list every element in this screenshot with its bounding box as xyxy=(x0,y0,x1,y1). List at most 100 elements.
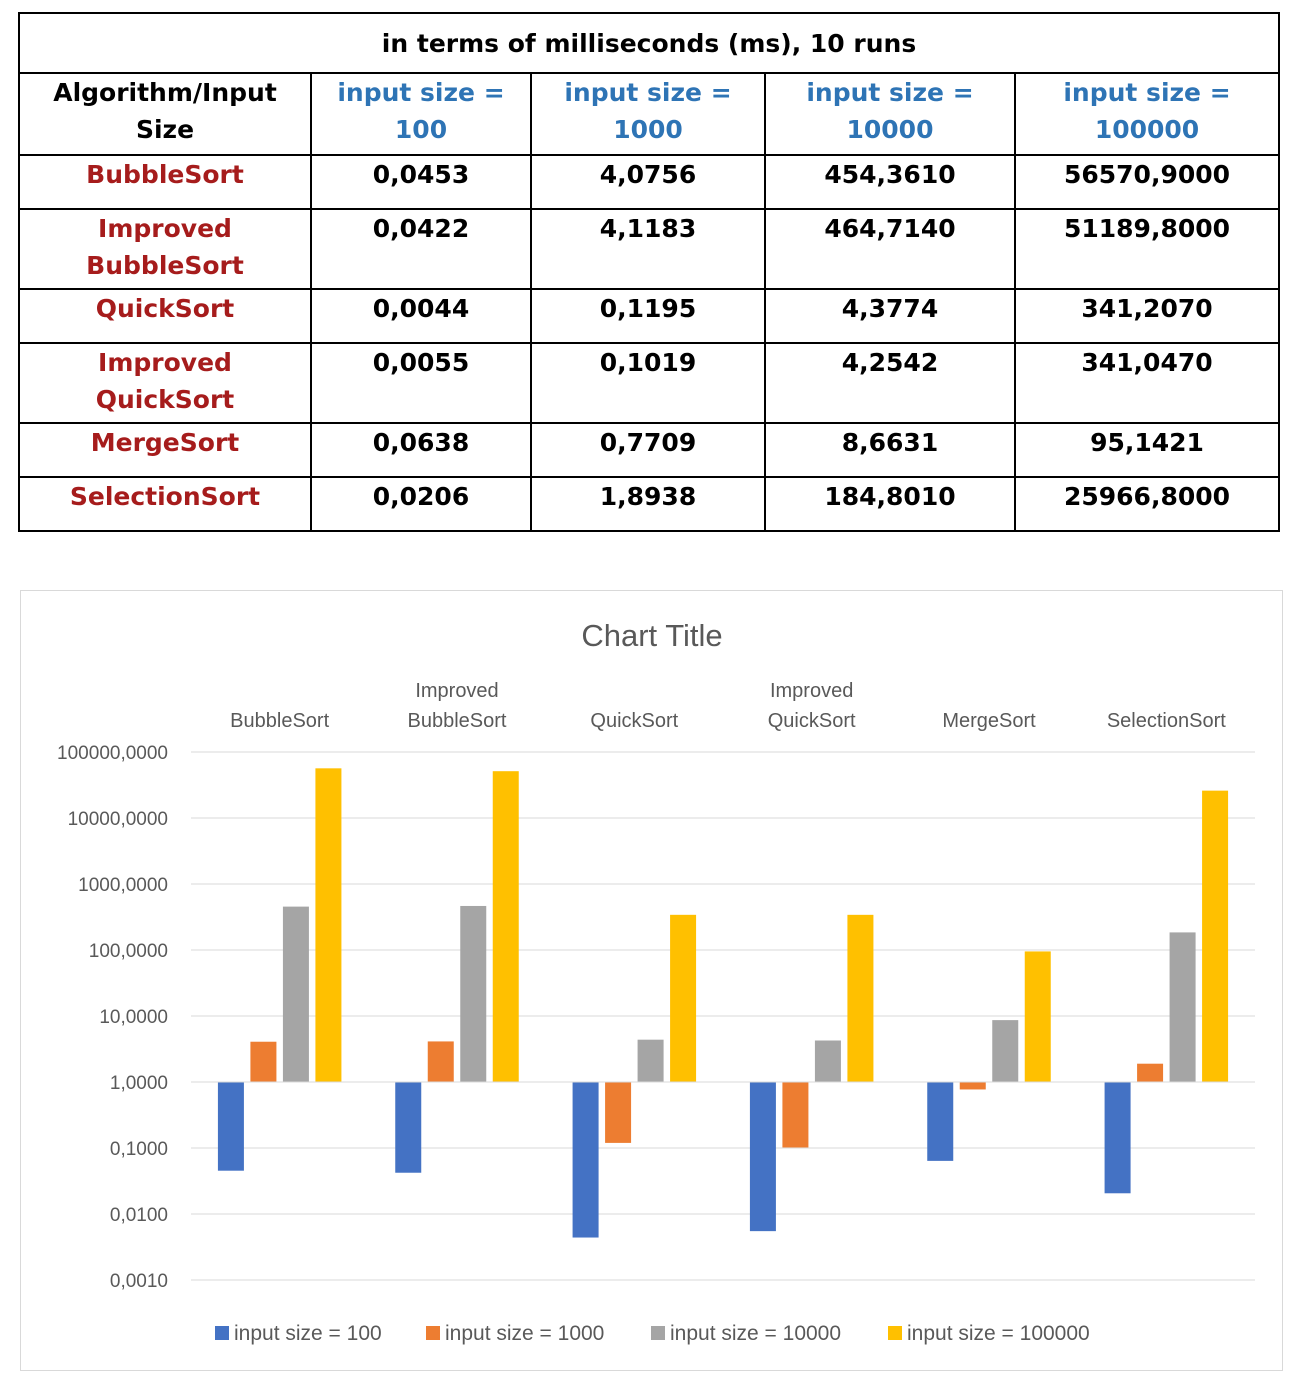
bar-2-0 xyxy=(282,906,309,1082)
legend-label: input size = 100000 xyxy=(907,1322,1090,1345)
bar-1-5 xyxy=(1137,1063,1164,1082)
header-input-size: input size = 100 xyxy=(310,72,532,156)
bar-2-4 xyxy=(992,1020,1019,1082)
time-value: 4,0756 xyxy=(530,154,766,210)
bar-1-1 xyxy=(427,1041,454,1082)
time-value: 1,8938 xyxy=(530,476,766,532)
bar-3-1 xyxy=(492,771,519,1082)
category-label: BubbleSort xyxy=(230,710,329,732)
bar-1-2 xyxy=(605,1082,632,1143)
bar-chart: Chart Title 100000,0000 10000,0000 1000,000… xyxy=(57,618,1255,1345)
table-caption: in terms of milliseconds (ms), 10 runs xyxy=(17,12,1281,74)
bar-3-3 xyxy=(847,914,874,1082)
bar-0-4 xyxy=(927,1082,954,1161)
bar-2-1 xyxy=(460,905,487,1082)
cell-line: MergeSort xyxy=(90,428,240,457)
cell-line: input size = xyxy=(1063,78,1231,107)
table-header-row: Algorithm/Input Size input size = 100 input … xyxy=(18,72,1281,156)
bar-3-0 xyxy=(315,768,342,1082)
time-value: 341,0470 xyxy=(1013,342,1281,424)
time-value: 0,0422 xyxy=(310,208,532,290)
legend-swatch xyxy=(888,1326,902,1340)
cell-line: 10000 xyxy=(846,115,934,144)
y-tick-label: 0,0010 xyxy=(110,1271,168,1292)
time-value: 184,8010 xyxy=(764,476,1016,532)
cell-line: input size = xyxy=(806,78,974,107)
algorithm-name: QuickSort xyxy=(18,288,312,344)
legend-swatch xyxy=(215,1326,229,1340)
time-value: 0,7709 xyxy=(530,422,766,478)
time-value: 0,0638 xyxy=(310,422,532,478)
cell-line: QuickSort xyxy=(95,294,235,323)
time-value: 4,1183 xyxy=(530,208,766,290)
cell-line: QuickSort xyxy=(95,385,235,414)
bar-2-3 xyxy=(814,1040,841,1082)
cell-line: input size = xyxy=(564,78,732,107)
category-label: BubbleSort xyxy=(408,710,507,732)
bar-0-0 xyxy=(217,1082,244,1171)
y-tick-label: 10000,0000 xyxy=(68,809,168,830)
header-input-size: input size = 100000 xyxy=(1013,72,1281,156)
time-value: 4,2542 xyxy=(764,342,1016,424)
results-table: in terms of milliseconds (ms), 10 runs A… xyxy=(17,12,1281,532)
header-input-size: input size = 10000 xyxy=(764,72,1016,156)
bar-0-1 xyxy=(395,1082,422,1173)
cell-line: Improved xyxy=(98,214,232,243)
time-value: 56570,9000 xyxy=(1013,154,1281,210)
time-value: 0,0206 xyxy=(310,476,532,532)
cell-line: Algorithm/Input xyxy=(53,78,277,107)
cell-line: 100000 xyxy=(1094,115,1200,144)
y-tick-label: 10,0000 xyxy=(99,1007,168,1028)
bar-1-4 xyxy=(959,1082,986,1090)
y-tick-label: 0,0100 xyxy=(110,1205,168,1226)
legend-label: input size = 10000 xyxy=(670,1322,841,1345)
category-label: MergeSort xyxy=(942,710,1036,732)
cell-line: Size xyxy=(135,115,195,144)
time-value: 0,0055 xyxy=(310,342,532,424)
table-row: Improved BubbleSort 0,0422 4,1183 464,7140 51… xyxy=(18,208,1281,290)
bar-2-5 xyxy=(1169,932,1196,1082)
table-row: MergeSort 0,0638 0,7709 8,6631 95,1421 xyxy=(18,422,1281,478)
bar-0-5 xyxy=(1104,1082,1131,1194)
time-value: 0,1019 xyxy=(530,342,766,424)
algorithm-name: MergeSort xyxy=(18,422,312,478)
time-value: 0,0044 xyxy=(310,288,532,344)
algorithm-name: SelectionSort xyxy=(18,476,312,532)
legend-label: input size = 100 xyxy=(234,1322,382,1345)
time-value: 341,2070 xyxy=(1013,288,1281,344)
table-row: QuickSort 0,0044 0,1195 4,3774 341,2070 xyxy=(18,288,1281,344)
y-tick-label: 1000,0000 xyxy=(78,875,168,896)
time-value: 25966,8000 xyxy=(1013,476,1281,532)
time-value: 4,3774 xyxy=(764,288,1016,344)
time-value: 0,1195 xyxy=(530,288,766,344)
cell-line: 100 xyxy=(394,115,448,144)
header-algorithm: Algorithm/Input Size xyxy=(18,72,312,156)
bar-1-0 xyxy=(250,1041,277,1082)
chart-title: Chart Title xyxy=(581,618,722,653)
bar-1-3 xyxy=(782,1082,809,1148)
y-tick-label: 0,1000 xyxy=(110,1139,168,1160)
header-input-size: input size = 1000 xyxy=(530,72,766,156)
time-value: 51189,8000 xyxy=(1013,208,1281,290)
table-row: SelectionSort 0,0206 1,8938 184,8010 25966,8… xyxy=(18,476,1281,532)
table-row: BubbleSort 0,0453 4,0756 454,3610 56570,9000 xyxy=(18,154,1281,210)
cell-line: input size = xyxy=(337,78,505,107)
category-label: SelectionSort xyxy=(1107,710,1226,732)
table-row: Improved QuickSort 0,0055 0,1019 4,2542 341,0… xyxy=(18,342,1281,424)
chart-area: Chart Title 100000,0000 10000,0000 1000,000… xyxy=(20,590,1283,1371)
algorithm-name: Improved BubbleSort xyxy=(18,208,312,290)
category-label: QuickSort xyxy=(768,710,856,732)
bar-2-2 xyxy=(637,1039,664,1082)
legend-swatch xyxy=(651,1326,665,1340)
bar-3-5 xyxy=(1202,790,1229,1082)
cell-line: SelectionSort xyxy=(69,482,261,511)
bar-3-4 xyxy=(1024,951,1051,1082)
category-label: Improved xyxy=(415,680,498,702)
bar-3-2 xyxy=(670,914,697,1082)
time-value: 0,0453 xyxy=(310,154,532,210)
algorithm-name: Improved QuickSort xyxy=(18,342,312,424)
legend-swatch xyxy=(426,1326,440,1340)
time-value: 454,3610 xyxy=(764,154,1016,210)
cell-line: BubbleSort xyxy=(86,251,244,280)
cell-line: Improved xyxy=(98,348,232,377)
